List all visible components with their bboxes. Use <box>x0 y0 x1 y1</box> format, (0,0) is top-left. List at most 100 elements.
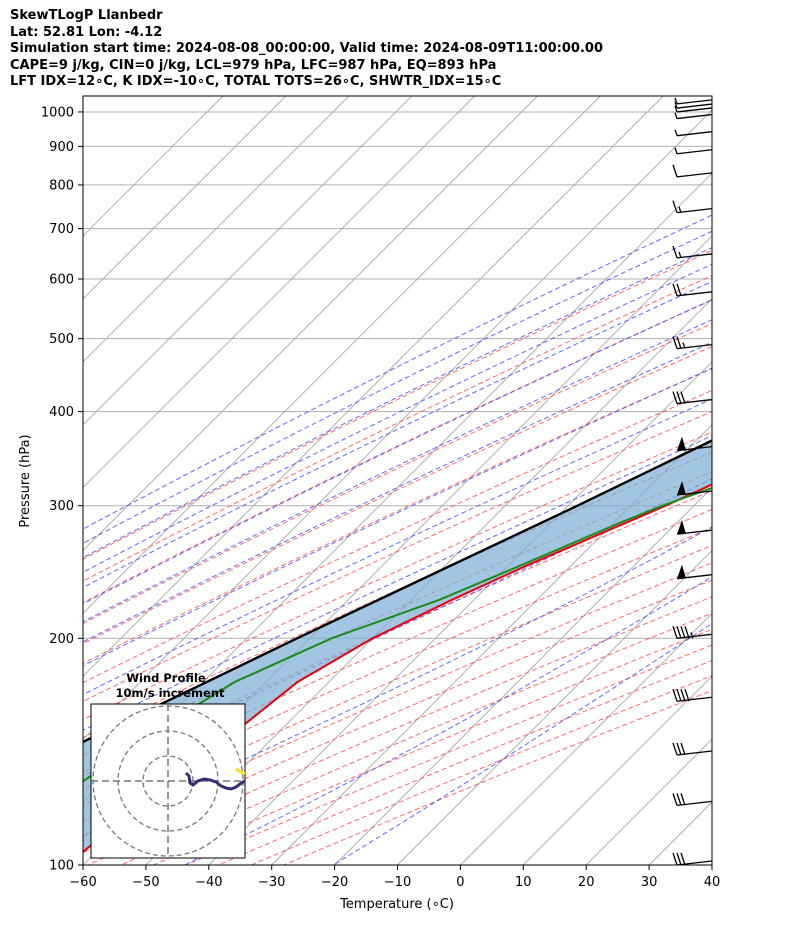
wind-barb <box>676 436 712 452</box>
moist-adiabat-line <box>83 263 712 573</box>
wind-barb <box>672 793 712 807</box>
isotherm-line <box>83 96 350 363</box>
isotherm-line <box>83 96 601 615</box>
wind-barb <box>674 147 712 155</box>
hodograph-title: Wind Profile <box>126 671 206 685</box>
x-axis-label: Temperature (∘C) <box>339 897 454 912</box>
wind-barb <box>674 105 712 113</box>
isotherm-line <box>397 549 712 865</box>
wind-barb <box>674 112 712 120</box>
hodograph-trace <box>184 771 246 791</box>
dry-adiabat-line <box>83 299 712 604</box>
isotherm-line <box>522 675 712 865</box>
x-tick-label: −20 <box>321 875 348 890</box>
y-tick-label: 500 <box>49 332 74 347</box>
chart-header: SkewTLogP Llanbedr Lat: 52.81 Lon: -4.12… <box>10 8 603 91</box>
wind-barb <box>672 742 712 756</box>
moist-adiabat-line <box>83 280 712 589</box>
hodograph-inset: Wind Profile 10m/s increment <box>90 671 246 859</box>
moist-adiabat-line <box>83 230 712 544</box>
wind-barbs <box>672 97 712 865</box>
simulation-times: Simulation start time: 2024-08-08_00:00:… <box>10 41 603 56</box>
wind-barb <box>674 101 712 109</box>
chart-title: SkewTLogP Llanbedr <box>10 8 163 23</box>
hodograph-subtitle: 10m/s increment <box>116 686 225 700</box>
dry-adiabat-line <box>83 527 712 806</box>
moist-adiabat-line <box>83 299 712 605</box>
moist-adiabat-line <box>83 434 712 731</box>
wind-barb <box>674 97 712 105</box>
mixing-ratio-line <box>755 93 794 279</box>
isotherm-line <box>83 96 475 489</box>
wind-barb <box>672 336 712 350</box>
wind-barb <box>674 129 712 137</box>
isotherm-line <box>83 96 538 552</box>
y-tick-label: 700 <box>49 222 74 237</box>
y-tick-label: 1000 <box>41 105 74 120</box>
dry-adiabat-line <box>283 690 712 865</box>
wind-barb <box>672 391 712 405</box>
wind-barb <box>672 200 712 214</box>
parcel-path-line <box>83 439 712 744</box>
stability-parameters: CAPE=9 j/kg, CIN=0 j/kg, LCL=979 hPa, LF… <box>10 57 497 73</box>
x-tick-label: −30 <box>258 875 285 890</box>
dry-adiabat-line <box>83 490 712 773</box>
dewpoint-line <box>83 486 712 783</box>
y-tick-label: 800 <box>49 178 74 193</box>
y-tick-label: 600 <box>49 273 74 288</box>
x-tick-label: −60 <box>69 875 96 890</box>
hodograph-upper-trace <box>235 767 246 776</box>
isotherm-line <box>711 864 712 865</box>
isotherm-line <box>83 96 413 426</box>
x-tick-label: −10 <box>384 875 411 890</box>
dry-adiabat-line <box>83 345 712 645</box>
isotherm-line <box>271 424 712 865</box>
cape-area <box>83 440 712 852</box>
dry-adiabat-line <box>251 675 712 865</box>
x-tick-label: 10 <box>515 875 532 890</box>
wind-barb <box>676 480 712 496</box>
isotherm-line <box>208 361 712 865</box>
dry-adiabat-line <box>83 389 712 684</box>
temperature-line <box>83 483 712 854</box>
dry-adiabat-line <box>83 275 712 582</box>
axis-ticks: −60 −50 −40 −30 −20 −10 0 10 20 30 40 1000 900 800 700… <box>41 105 720 890</box>
isotherm-line <box>460 612 712 865</box>
y-tick-label: 100 <box>49 859 74 874</box>
moist-adiabat-line <box>83 526 712 837</box>
x-tick-label: 40 <box>704 875 721 890</box>
isotherm-line <box>334 486 712 865</box>
isotherm-line <box>83 96 287 300</box>
wind-barb <box>676 520 712 535</box>
dry-adiabat-line <box>83 431 712 721</box>
moist-adiabat-line <box>83 367 712 667</box>
profile-lines <box>83 439 712 854</box>
wind-barb <box>672 626 712 639</box>
location-coordinates: Lat: 52.81 Lon: -4.12 <box>10 24 163 40</box>
plot-area <box>83 93 794 865</box>
dry-adiabat-line <box>83 410 712 702</box>
isotherm-line <box>83 96 224 237</box>
wind-barb <box>672 164 712 178</box>
pressure-gridlines <box>83 111 712 865</box>
wind-barb <box>672 852 712 865</box>
y-tick-label: 300 <box>49 499 74 514</box>
moist-adiabat-line <box>83 341 712 643</box>
x-tick-label: −50 <box>132 875 159 890</box>
x-tick-label: 20 <box>578 875 595 890</box>
moist-adiabat-line <box>83 247 712 559</box>
y-tick-label: 400 <box>49 405 74 420</box>
isotherm-line <box>145 298 712 865</box>
y-tick-label: 200 <box>49 632 74 647</box>
moist-adiabat-line <box>83 398 712 696</box>
x-tick-label: 30 <box>641 875 658 890</box>
wind-barb <box>672 689 712 702</box>
y-axis-label: Pressure (hPa) <box>18 434 33 527</box>
wind-barb <box>672 283 712 297</box>
wind-barb <box>676 564 712 580</box>
stability-indices: LFT IDX=12∘C, K IDX=-10∘C, TOTAL TOTS=26… <box>10 74 502 89</box>
x-tick-label: 0 <box>456 875 464 890</box>
wind-barb <box>672 245 712 259</box>
mixing-ratio-lines <box>755 93 794 279</box>
